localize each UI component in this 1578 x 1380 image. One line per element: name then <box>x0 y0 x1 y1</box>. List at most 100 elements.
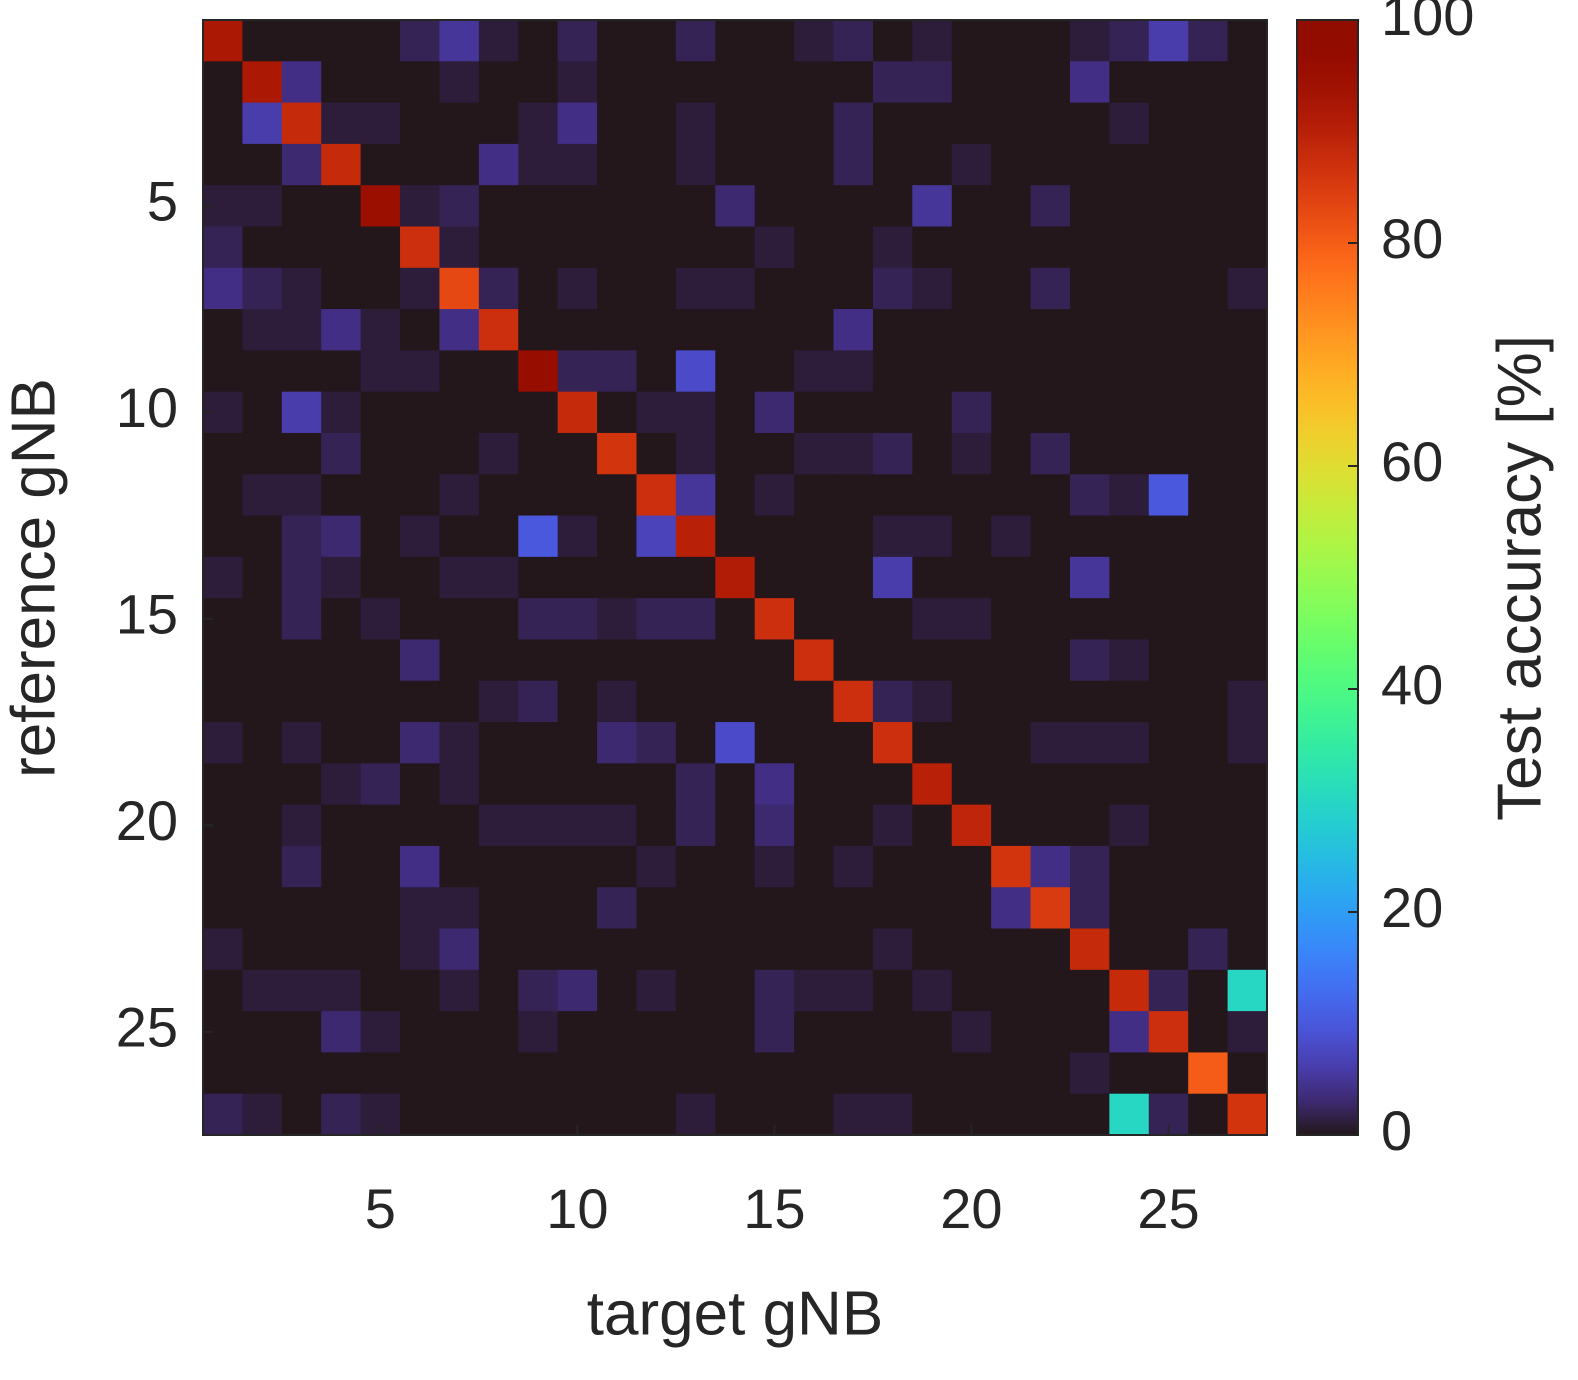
heatmap-cell <box>912 143 953 186</box>
heatmap-cell <box>794 432 835 475</box>
heatmap-cell <box>715 102 756 145</box>
heatmap-cell <box>912 391 953 434</box>
heatmap-cell <box>242 845 283 888</box>
heatmap-cell <box>636 391 677 434</box>
heatmap-cell <box>557 432 598 475</box>
heatmap-cell <box>951 928 992 971</box>
heatmap-cell <box>833 391 874 434</box>
heatmap-cell <box>360 845 401 888</box>
heatmap-cell <box>636 639 677 682</box>
heatmap-cell <box>518 763 559 806</box>
heatmap-cell <box>675 61 716 104</box>
heatmap-cell <box>478 969 519 1012</box>
heatmap-cell <box>715 639 756 682</box>
heatmap-cell <box>1069 639 1110 682</box>
heatmap-cell <box>242 102 283 145</box>
heatmap-cell <box>1030 61 1071 104</box>
heatmap-cell <box>518 102 559 145</box>
heatmap-cell <box>597 267 638 310</box>
heatmap-cell <box>754 515 795 558</box>
heatmap-cell <box>794 1093 835 1136</box>
heatmap-cell <box>557 61 598 104</box>
heatmap-cell <box>518 845 559 888</box>
heatmap-cell <box>675 309 716 351</box>
heatmap-cell <box>439 556 480 599</box>
heatmap-cell <box>1148 1011 1189 1054</box>
heatmap-cell <box>833 1093 874 1136</box>
heatmap-cell <box>439 1093 480 1136</box>
heatmap-cell <box>400 639 441 682</box>
heatmap-cell <box>203 845 244 888</box>
x-tick-label: 25 <box>1137 1177 1199 1240</box>
heatmap-cell <box>1030 598 1071 641</box>
heatmap-cell <box>754 185 795 228</box>
heatmap-cell <box>912 515 953 558</box>
heatmap-cell <box>281 969 322 1012</box>
heatmap-cell <box>912 226 953 269</box>
heatmap-cell <box>991 804 1032 847</box>
heatmap-cell <box>203 102 244 145</box>
heatmap-cell <box>518 887 559 930</box>
heatmap-cell <box>281 639 322 682</box>
heatmap-cell <box>1069 185 1110 228</box>
heatmap-cell <box>1148 804 1189 847</box>
heatmap-cell <box>991 887 1032 930</box>
heatmap-cell <box>439 143 480 186</box>
heatmap-cell <box>715 391 756 434</box>
heatmap-cell <box>439 185 480 228</box>
heatmap-cell <box>281 928 322 971</box>
heatmap-cell <box>951 20 992 62</box>
heatmap-cell <box>1227 845 1268 888</box>
heatmap-cell <box>557 639 598 682</box>
heatmap-cell <box>1148 763 1189 806</box>
heatmap-cell <box>754 350 795 393</box>
heatmap-cell <box>597 598 638 641</box>
heatmap-cell <box>912 350 953 393</box>
heatmap-cell <box>321 1052 362 1095</box>
heatmap-cell <box>675 887 716 930</box>
heatmap-cell <box>242 804 283 847</box>
heatmap-cell <box>1148 432 1189 475</box>
heatmap-cell <box>715 598 756 641</box>
heatmap-cell <box>675 680 716 723</box>
heatmap-cell <box>400 185 441 228</box>
heatmap-cell <box>1227 887 1268 930</box>
heatmap-cell <box>242 1011 283 1054</box>
heatmap-cell <box>951 432 992 475</box>
heatmap-cell <box>912 639 953 682</box>
heatmap-cell <box>1109 887 1150 930</box>
heatmap-cell <box>439 350 480 393</box>
heatmap-cell <box>281 432 322 475</box>
heatmap-cell <box>951 1011 992 1054</box>
heatmap-cell <box>518 722 559 764</box>
heatmap-cell <box>991 680 1032 723</box>
heatmap-cell <box>360 391 401 434</box>
heatmap-cell <box>715 804 756 847</box>
heatmap-cell <box>597 432 638 475</box>
heatmap-cell <box>1109 1052 1150 1095</box>
heatmap-cell <box>912 845 953 888</box>
heatmap-cell <box>597 969 638 1012</box>
heatmap-cell <box>754 391 795 434</box>
heatmap-cell <box>557 102 598 145</box>
heatmap-cell <box>872 1011 913 1054</box>
heatmap-cell <box>400 143 441 186</box>
heatmap-cell <box>715 226 756 269</box>
heatmap-cell <box>675 515 716 558</box>
heatmap-cell <box>872 432 913 475</box>
heatmap-cell <box>951 515 992 558</box>
heatmap-cell <box>360 969 401 1012</box>
heatmap-cell <box>754 267 795 310</box>
heatmap-cell <box>1148 226 1189 269</box>
heatmap-cell <box>203 639 244 682</box>
heatmap-cell <box>597 887 638 930</box>
heatmap-cell <box>675 969 716 1012</box>
y-tick-label: 25 <box>116 996 178 1059</box>
heatmap-cell <box>518 185 559 228</box>
heatmap-cell <box>439 969 480 1012</box>
heatmap-cell <box>1030 1093 1071 1136</box>
heatmap-cell <box>1148 928 1189 971</box>
heatmap-cell <box>1227 143 1268 186</box>
heatmap-cell <box>912 185 953 228</box>
heatmap-cell <box>991 20 1032 62</box>
